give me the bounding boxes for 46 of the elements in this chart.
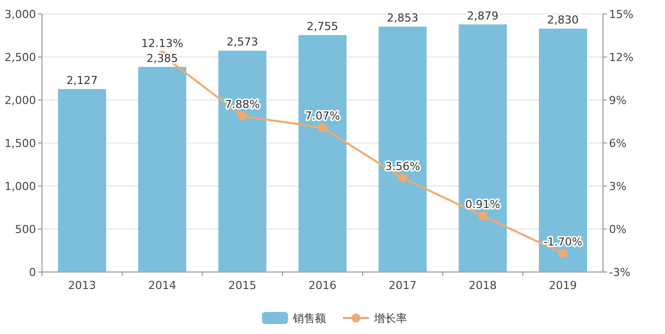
y-tick-label: 1,000	[4, 180, 36, 193]
data-label: -1.70%	[543, 235, 582, 248]
bar	[378, 26, 427, 272]
y2-tick-label: 6%	[609, 137, 626, 150]
bar	[538, 28, 587, 272]
y-tick-label: 0	[29, 266, 36, 279]
y2-tick-label: -3%	[609, 266, 630, 279]
data-label: 2,755	[306, 20, 338, 34]
point	[558, 248, 568, 258]
x-tick-label: 2016	[308, 279, 336, 292]
data-label: 12.13%	[141, 37, 184, 50]
y2-tick-label: 3%	[609, 180, 626, 193]
bar	[458, 24, 507, 272]
point	[238, 112, 247, 121]
point	[478, 211, 488, 220]
bar	[298, 35, 347, 272]
data-label: 0.91%	[465, 198, 500, 211]
bar	[218, 50, 266, 272]
x-tick-label: 2015	[228, 279, 256, 292]
data-label: 2,830	[547, 14, 579, 27]
y-tick-label: 2,000	[4, 94, 36, 107]
y2-tick-label: 12%	[609, 51, 634, 64]
y-tick-label: 500	[15, 223, 36, 236]
legend-label: 销售额	[292, 312, 326, 325]
y-tick-label: 3,000	[4, 8, 36, 21]
x-tick-label: 2019	[548, 279, 577, 292]
data-label: 7.07%	[305, 110, 340, 123]
point	[318, 123, 327, 132]
data-label: 2,573	[226, 36, 258, 49]
data-label: 2,853	[386, 12, 418, 25]
bar	[138, 66, 186, 272]
x-tick-label: 2018	[468, 279, 497, 292]
legend-label: 增长率	[373, 312, 407, 325]
x-tick-label: 2017	[388, 279, 417, 292]
data-label: 2,879	[467, 9, 499, 22]
x-tick-label: 2013	[68, 279, 96, 292]
y-tick-label: 2,500	[4, 51, 36, 64]
y2-tick-label: 9%	[609, 94, 626, 107]
y2-tick-label: 15%	[609, 8, 634, 21]
y2-tick-label: 0%	[609, 223, 626, 236]
y-tick-label: 1,500	[4, 137, 36, 150]
point	[398, 173, 408, 182]
x-tick-label: 2014	[148, 279, 176, 292]
bar	[58, 89, 106, 272]
data-label: 2,127	[66, 74, 98, 88]
data-label: 3.56%	[385, 160, 420, 173]
